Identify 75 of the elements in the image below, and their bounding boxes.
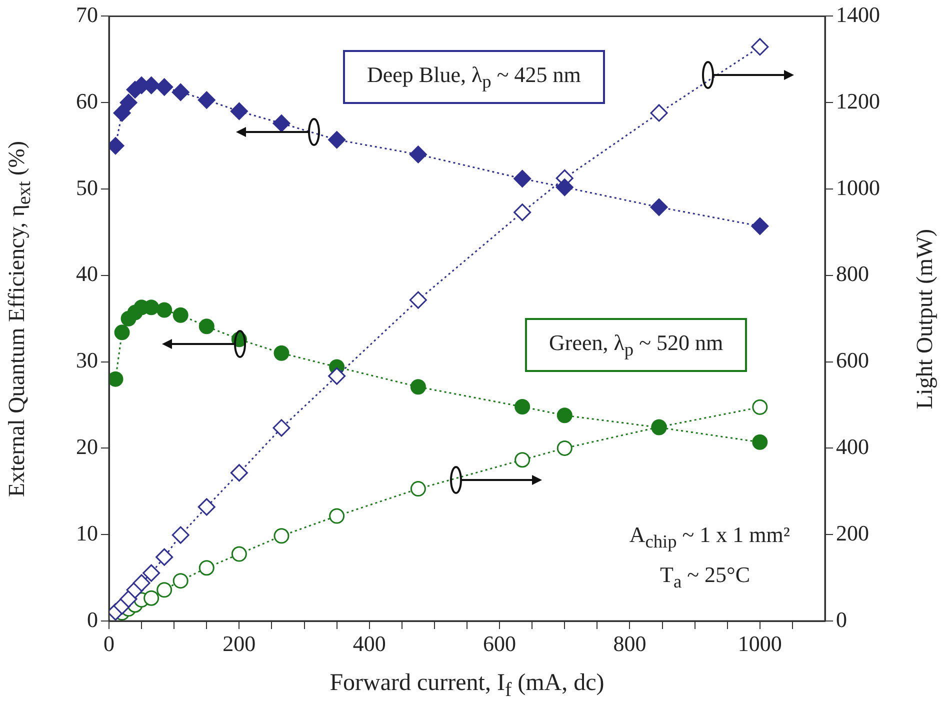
point — [272, 114, 290, 132]
point — [144, 590, 160, 606]
point — [650, 104, 668, 122]
point — [272, 419, 290, 437]
point — [198, 560, 214, 576]
annotation: Deep Blue, λ$_{p}$ ~ 425 nm — [343, 50, 605, 104]
point — [132, 574, 150, 592]
y2-tick-label: 600 — [836, 348, 869, 373]
x-tick-label: 0 — [104, 630, 114, 656]
annotation: A$_{chip}$ ~ 1 x 1 mm² — [629, 522, 790, 552]
y-tick-label: 60 — [76, 88, 98, 114]
y-tick-label: 40 — [76, 261, 98, 286]
point — [120, 94, 138, 112]
point — [409, 291, 427, 309]
point — [198, 498, 216, 516]
annotation: Green, λ$_{p}$ ~ 520 nm — [525, 318, 748, 372]
point — [142, 564, 160, 582]
point — [120, 590, 138, 608]
point — [409, 146, 427, 164]
point — [172, 526, 190, 544]
point — [751, 217, 769, 235]
point — [172, 83, 190, 101]
point — [514, 398, 530, 414]
x-tick-label: 600 — [483, 630, 516, 656]
y-tick-label: 70 — [76, 2, 98, 27]
annotation: T$_{a}$ ~ 25°C — [660, 562, 750, 592]
point — [274, 345, 290, 361]
point — [650, 198, 668, 216]
point — [328, 367, 346, 385]
point — [230, 464, 248, 482]
point — [113, 104, 131, 122]
point — [198, 318, 214, 334]
x-tick-label: 800 — [613, 630, 646, 656]
point — [751, 38, 769, 56]
point — [328, 131, 346, 148]
point — [274, 528, 290, 544]
point — [156, 78, 174, 96]
point — [109, 371, 124, 387]
point — [514, 170, 532, 188]
y2-tick-label: 1000 — [836, 174, 880, 200]
point — [230, 102, 248, 120]
y2-tick-label: 400 — [836, 434, 869, 459]
point — [156, 582, 172, 598]
point — [329, 508, 345, 524]
point — [556, 408, 572, 424]
point — [410, 379, 426, 395]
y2-tick-label: 0 — [836, 606, 847, 632]
x-tick-label: 200 — [222, 630, 256, 656]
point — [514, 452, 530, 468]
point — [172, 573, 188, 589]
y2-axis-title: Light Output (mW) — [912, 228, 938, 409]
point — [410, 481, 426, 497]
y-tick-label: 20 — [76, 434, 98, 459]
y-tick-label: 30 — [76, 348, 98, 373]
y2-tick-label: 1400 — [836, 2, 880, 27]
y2-tick-label: 200 — [836, 520, 869, 546]
point — [752, 434, 768, 450]
point — [198, 91, 216, 109]
y2-tick-label: 1200 — [836, 88, 880, 114]
y-tick-label: 50 — [76, 174, 98, 200]
x-axis-title: Forward current, I$_{f}$ (mA, dc) — [328, 670, 606, 702]
x-tick-label: 1000 — [738, 630, 782, 656]
point — [556, 178, 574, 196]
y2-tick-label: 800 — [836, 261, 869, 286]
point — [172, 307, 188, 323]
point — [556, 440, 572, 456]
y-tick-label: 0 — [87, 606, 98, 632]
x-tick-label: 400 — [352, 630, 386, 656]
point — [752, 399, 768, 415]
point — [156, 302, 172, 318]
point — [156, 548, 174, 566]
point — [231, 546, 247, 562]
point — [514, 204, 532, 222]
point — [114, 324, 130, 340]
y-tick-label: 10 — [76, 520, 98, 546]
